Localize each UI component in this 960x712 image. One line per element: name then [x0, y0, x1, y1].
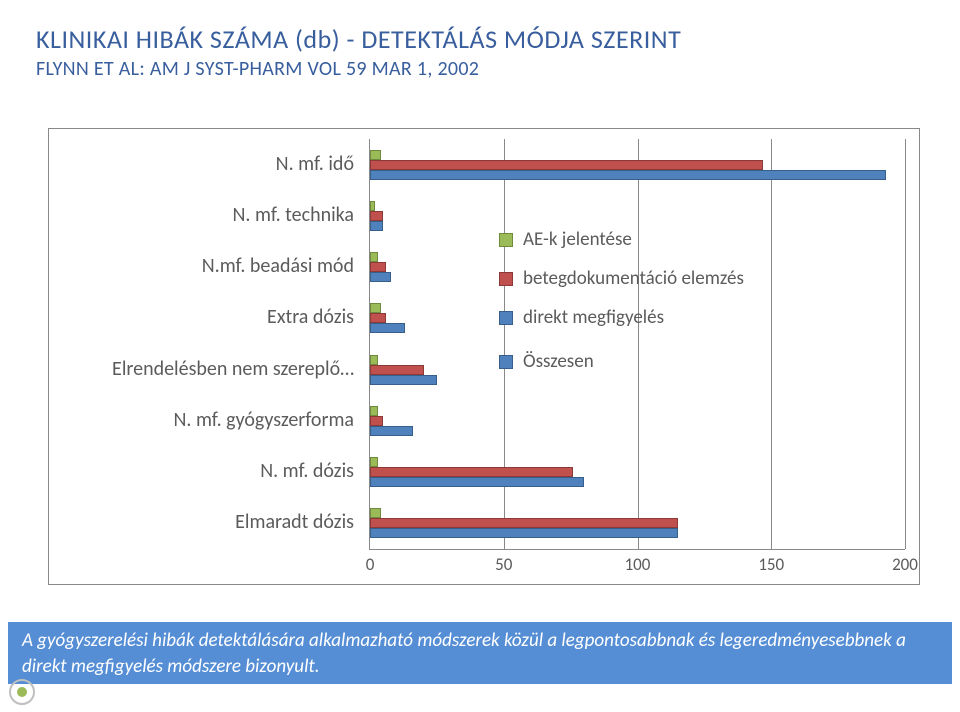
- bar-red: [370, 211, 383, 221]
- x-tick-label: 200: [892, 554, 918, 575]
- chart-frame: 050100150200 N. mf. időN. mf. technikaN.…: [48, 128, 920, 585]
- bar-blue: [370, 426, 413, 436]
- bar-green: [370, 457, 378, 467]
- x-tick-label: 100: [625, 554, 651, 575]
- bar-red: [370, 160, 763, 170]
- legend-swatch-red: [499, 272, 513, 286]
- bar-blue: [370, 477, 584, 487]
- bar-blue: [370, 170, 886, 180]
- bar-blue: [370, 528, 678, 538]
- bar-green: [370, 355, 378, 365]
- x-tick-label: 0: [366, 554, 375, 575]
- category-label: N. mf. dózis: [49, 460, 354, 482]
- x-tick-label: 50: [495, 554, 512, 575]
- legend-swatch-blue: [499, 311, 513, 325]
- gridline: [905, 139, 906, 549]
- legend: AE-k jelentése betegdokumentáció elemzés…: [499, 229, 744, 390]
- bar-red: [370, 262, 386, 272]
- bar-green: [370, 252, 378, 262]
- bar-red: [370, 467, 573, 477]
- category-label: N. mf. gyógyszerforma: [49, 409, 354, 431]
- gridline: [771, 139, 772, 549]
- bar-blue: [370, 272, 391, 282]
- legend-item-doc: betegdokumentáció elemzés: [499, 268, 744, 291]
- category-label: Elrendelésben nem szereplő…: [49, 358, 354, 380]
- legend-swatch-blue: [499, 355, 513, 369]
- legend-label: betegdokumentáció elemzés: [523, 268, 744, 291]
- x-tick-label: 150: [758, 554, 784, 575]
- category-label: N. mf. idő: [49, 153, 354, 175]
- bar-red: [370, 416, 383, 426]
- legend-item-ae: AE-k jelentése: [499, 229, 744, 252]
- bar-red: [370, 518, 678, 528]
- bar-blue: [370, 221, 383, 231]
- bar-red: [370, 313, 386, 323]
- footer-caption: A gyógyszerelési hibák detektálására alk…: [8, 622, 952, 684]
- corner-deco-icon: [8, 678, 36, 706]
- category-label: Extra dózis: [49, 306, 354, 328]
- bar-blue: [370, 375, 437, 385]
- legend-swatch-green: [499, 233, 513, 247]
- title-main: KLINIKAI HIBÁK SZÁMA (db) - DETEKTÁLÁS M…: [36, 24, 924, 55]
- legend-label: AE-k jelentése: [523, 229, 632, 252]
- bar-green: [370, 150, 381, 160]
- bar-blue: [370, 323, 405, 333]
- category-label: N. mf. technika: [49, 204, 354, 226]
- bar-red: [370, 365, 424, 375]
- legend-item-direct: direkt megfigyelés: [499, 307, 744, 330]
- legend-label: Összesen: [523, 351, 594, 374]
- bar-green: [370, 201, 375, 211]
- bar-green: [370, 406, 378, 416]
- category-label: N.mf. beadási mód: [49, 255, 354, 277]
- legend-label: direkt megfigyelés: [523, 307, 664, 330]
- bar-green: [370, 508, 381, 518]
- slide: KLINIKAI HIBÁK SZÁMA (db) - DETEKTÁLÁS M…: [0, 0, 960, 712]
- category-labels: N. mf. idő N. mf. technika N.mf. beadási m…: [49, 139, 364, 549]
- legend-item-total: Összesen: [499, 351, 744, 374]
- title-sub: FLYNN ET AL: AM J SYST-PHARM VOL 59 MAR …: [36, 57, 924, 81]
- category-label: Elmaradt dózis: [49, 511, 354, 533]
- bar-green: [370, 303, 381, 313]
